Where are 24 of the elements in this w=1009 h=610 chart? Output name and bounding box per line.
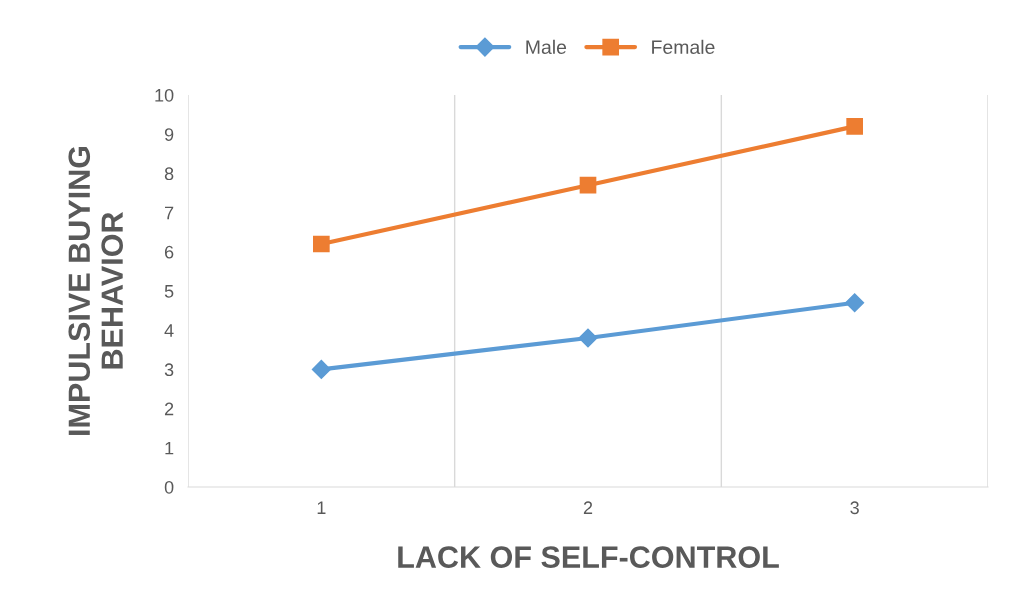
- point: [845, 293, 865, 313]
- y-tick-label: 4: [164, 324, 174, 337]
- x-axis-title: LACK OF SELF-CONTROL: [398, 546, 779, 568]
- legend-label: Male: [526, 39, 567, 55]
- y-tick-label: 0: [164, 480, 174, 494]
- legend-label: Female: [652, 39, 715, 55]
- x-tick-label: 3: [850, 501, 859, 515]
- y-tick-label: 7: [165, 206, 174, 220]
- point: [846, 118, 864, 135]
- point: [578, 328, 598, 348]
- y-tick-label: 10: [155, 88, 174, 102]
- y-tick-label: 6: [164, 245, 174, 259]
- y-tick-label: 5: [164, 285, 174, 298]
- y-tick-label: 3: [164, 363, 174, 377]
- point: [579, 176, 597, 194]
- y-axis-title: IMPULSIVE BUYING BEHAVIOR: [68, 146, 123, 435]
- point: [312, 235, 330, 253]
- y-tick-label: 8: [164, 167, 174, 181]
- x-tick-label: 1: [317, 501, 326, 514]
- point: [311, 359, 331, 379]
- y-tick-label: 9: [164, 128, 174, 141]
- x-tick-label: 2: [583, 501, 593, 514]
- y-tick-label: 1: [165, 441, 174, 455]
- y-tick-label: 2: [164, 402, 174, 416]
